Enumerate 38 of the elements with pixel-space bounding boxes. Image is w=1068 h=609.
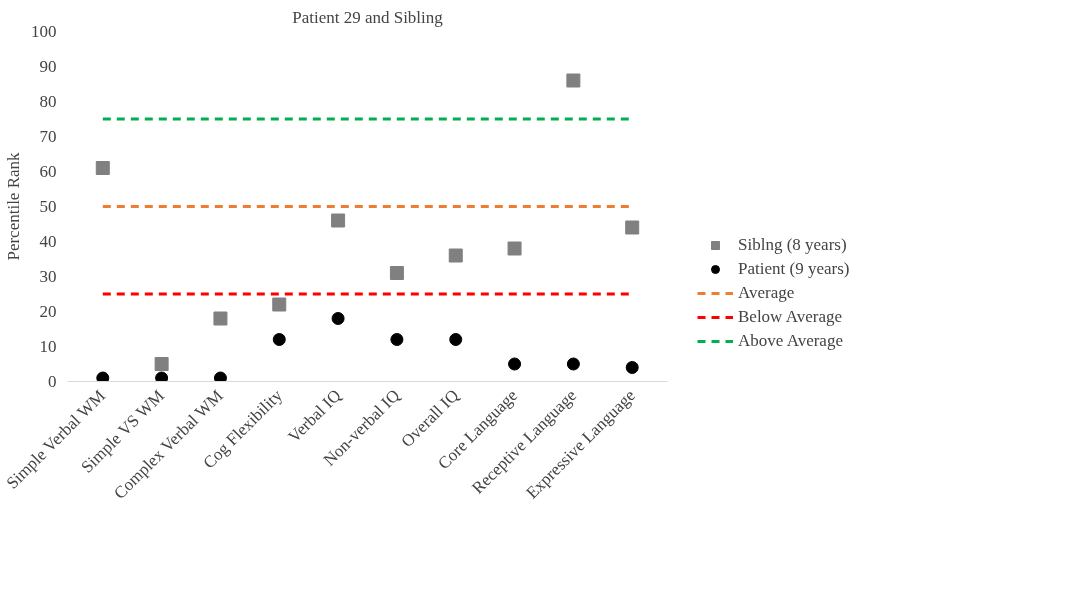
point xyxy=(155,371,169,382)
y-tick-label: 90 xyxy=(39,57,57,76)
legend-label: Above Average xyxy=(738,331,843,351)
y-tick-label: 0 xyxy=(48,372,57,391)
legend-label: Patient (9 years) xyxy=(738,259,850,279)
chart-title: Patient 29 and Sibling xyxy=(292,7,444,27)
y-tick-label: 50 xyxy=(39,197,57,216)
point xyxy=(272,297,287,312)
y-tick-label: 20 xyxy=(39,302,57,321)
point xyxy=(95,161,110,175)
point xyxy=(625,220,640,235)
legend-label: Average xyxy=(738,283,795,303)
y-tick-label: 80 xyxy=(39,92,57,111)
point xyxy=(272,333,286,346)
point xyxy=(449,333,463,346)
point xyxy=(389,266,404,280)
y-tick-label: 40 xyxy=(39,232,57,251)
point xyxy=(448,248,463,263)
point xyxy=(625,361,639,374)
point xyxy=(507,241,522,256)
point xyxy=(213,311,228,326)
point xyxy=(331,312,345,325)
y-tick-label: 30 xyxy=(39,267,57,286)
point xyxy=(331,213,346,228)
point xyxy=(566,357,580,371)
y-tick-label: 60 xyxy=(39,162,57,181)
point xyxy=(213,371,227,382)
point xyxy=(96,371,110,382)
y-tick-label: 100 xyxy=(31,22,57,41)
point xyxy=(154,357,169,371)
y-tick-label: 70 xyxy=(39,127,57,146)
point xyxy=(390,333,404,346)
point xyxy=(566,73,581,88)
y-axis-title: Percentile Rank xyxy=(4,151,23,261)
y-tick-label: 10 xyxy=(39,337,57,356)
point xyxy=(508,357,522,371)
legend-label: Siblng (8 years) xyxy=(738,235,847,255)
legend-label: Below Average xyxy=(738,307,843,327)
